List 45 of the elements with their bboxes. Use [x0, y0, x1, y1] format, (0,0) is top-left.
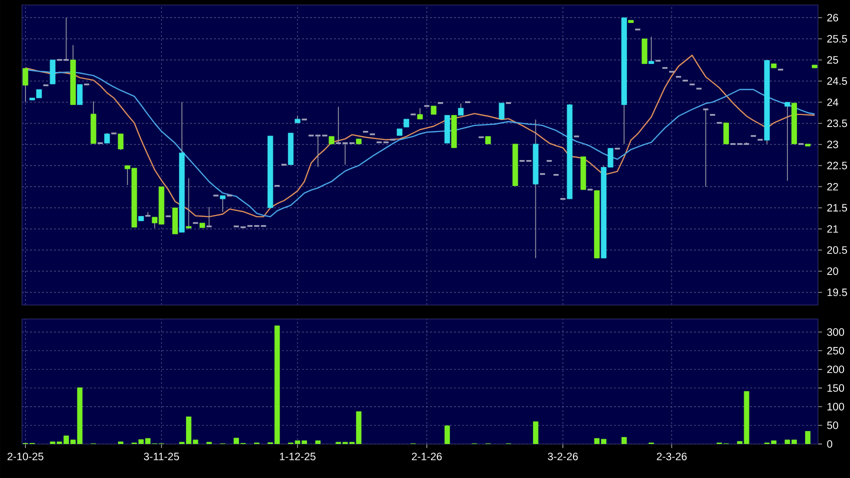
x-tick-label: 2-3-26: [656, 452, 687, 460]
candlestick: [723, 122, 729, 144]
bar: [315, 440, 321, 444]
y-tick-label: 23: [827, 140, 838, 148]
x-tick-label: 3-11-25: [144, 452, 180, 460]
x-tick-label: 3-2-26: [548, 452, 578, 460]
candlestick: [186, 178, 192, 230]
y-tick-label: 20: [827, 267, 838, 275]
candlestick: [417, 108, 423, 120]
x-tick-label: 2-1-26: [412, 452, 442, 460]
y-tick-label: 22.5: [827, 162, 848, 170]
candlestick: [702, 108, 710, 188]
bar: [533, 421, 538, 444]
y-tick-label: 150: [828, 384, 844, 392]
y-tick-label: 22: [827, 182, 838, 190]
y-tick-label: 25: [827, 56, 838, 64]
candlestick: [648, 36, 654, 64]
x-tick-label: 2-10-25: [8, 452, 44, 460]
candlestick: [206, 206, 213, 228]
bar: [621, 437, 627, 444]
candlestick: [118, 133, 124, 150]
x-tick-label: 1-12-25: [280, 452, 316, 460]
y-tick-label: 300: [827, 328, 844, 336]
bar: [805, 431, 810, 444]
y-tick-label: 25.5: [827, 35, 848, 43]
y-tick-label: 26: [827, 14, 838, 22]
y-tick-label: 24.5: [827, 77, 848, 85]
candlestick: [77, 84, 83, 106]
y-tick-label: 100: [828, 402, 844, 410]
candlestick: [458, 103, 464, 116]
y-tick-label: 20.5: [827, 246, 848, 254]
y-tick-label: 19.5: [828, 288, 848, 296]
candlestick: [104, 132, 110, 144]
y-tick-label: 50: [827, 422, 838, 430]
y-tick-label: 21: [827, 225, 838, 233]
candlestick: [498, 102, 504, 120]
y-tick-label: 200: [827, 366, 844, 374]
y-tick-label: 0: [827, 440, 832, 448]
y-tick-label: 21.5: [827, 204, 848, 212]
candlestick: [220, 195, 226, 212]
y-tick-label: 23.5: [827, 120, 848, 128]
y-tick-label: 250: [827, 346, 844, 354]
y-tick-label: 24: [827, 98, 838, 106]
bar: [444, 426, 450, 444]
candlestick: [784, 102, 790, 182]
